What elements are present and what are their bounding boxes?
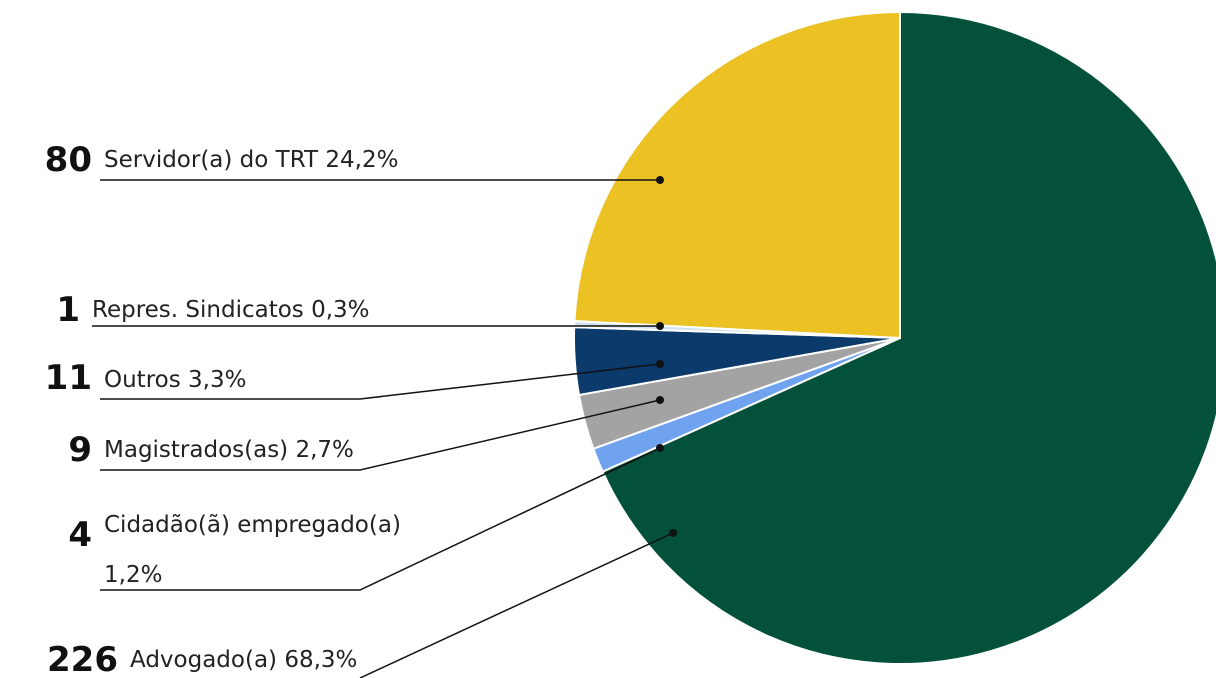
percent-label: 1,2% [104, 562, 163, 588]
category-name: Cidadão(ã) empregado(a) [104, 512, 401, 538]
leader-dot [669, 529, 677, 537]
pie-slice [601, 10, 1216, 665]
leader-dot [656, 360, 664, 368]
slice-label: Servidor(a) do TRT 24,2% [104, 135, 398, 185]
percent-label: 68,3% [284, 647, 358, 673]
slice-label: Outros 3,3% [104, 355, 246, 405]
leader-line [359, 532, 674, 678]
leader-line [100, 363, 661, 400]
leader-line [100, 447, 661, 591]
value-label: 226 [47, 640, 118, 678]
value-label: 9 [68, 430, 92, 470]
category-name: Repres. Sindicatos [92, 297, 304, 323]
value-label: 1 [56, 290, 80, 330]
leader-dot [656, 322, 664, 330]
category-name: Servidor(a) do TRT [104, 147, 319, 173]
value-label: 11 [44, 358, 92, 398]
leader-dot [656, 176, 664, 184]
value-label: 80 [44, 140, 92, 180]
category-name: Advogado(a) [130, 647, 278, 673]
percent-label: 2,7% [295, 437, 354, 463]
leader-dot [656, 444, 664, 452]
category-name: Outros [104, 367, 181, 393]
slice-label: Repres. Sindicatos 0,3% [92, 285, 370, 335]
category-name: Magistrados(as) [104, 437, 289, 463]
slice-label: Cidadão(ã) empregado(a) 1,2% [104, 500, 404, 600]
percent-label: 3,3% [188, 367, 247, 393]
pie-slice [573, 10, 901, 340]
slice-label: Magistrados(as) 2,7% [104, 425, 354, 475]
value-label: 4 [68, 515, 92, 555]
percent-label: 0,3% [311, 297, 370, 323]
leader-line [100, 399, 661, 471]
percent-label: 24,2% [325, 147, 399, 173]
slice-label: Advogado(a) 68,3% [130, 635, 357, 678]
leader-dot [656, 396, 664, 404]
